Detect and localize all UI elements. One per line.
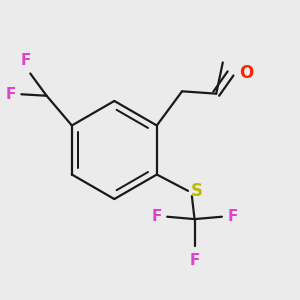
Text: F: F	[6, 87, 16, 102]
Text: S: S	[191, 182, 203, 200]
Text: O: O	[239, 64, 253, 82]
Text: F: F	[227, 208, 238, 224]
Text: F: F	[189, 253, 200, 268]
Text: F: F	[21, 53, 31, 68]
Text: F: F	[152, 208, 162, 224]
